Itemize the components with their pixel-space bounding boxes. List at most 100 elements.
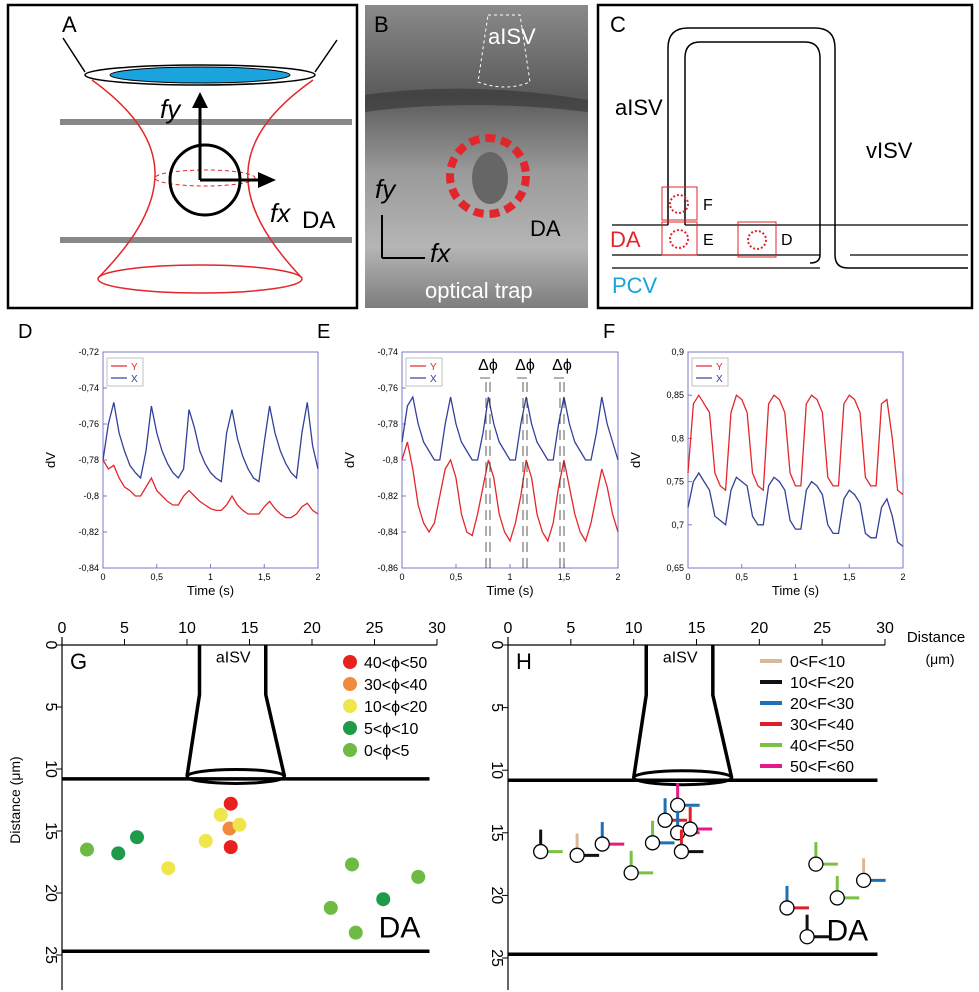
legend-swatch xyxy=(343,677,357,691)
legend-label: X xyxy=(716,374,723,385)
point xyxy=(808,856,824,872)
legend-label: 40<ϕ<50 xyxy=(364,655,427,672)
y-tick-label: 0 xyxy=(488,641,505,650)
annotation: Δϕ xyxy=(515,357,535,374)
panel-a: A fy fx DA xyxy=(6,3,359,310)
trap-marks xyxy=(669,194,767,250)
x-tick-label: 1,5 xyxy=(258,572,271,582)
y-tick-label: 15 xyxy=(488,824,505,842)
x-tick-label: 1 xyxy=(793,572,798,582)
legend-label: Y xyxy=(430,362,437,373)
y-tick-label: 5 xyxy=(42,703,59,712)
y-tick-label: 0,75 xyxy=(666,477,684,487)
series-line xyxy=(687,393,904,496)
y-axis-label: dV xyxy=(342,452,357,468)
x-tick-label: 2 xyxy=(315,572,320,582)
panel-label: C xyxy=(610,12,626,37)
y-tick-label: -0,86 xyxy=(377,563,398,573)
point xyxy=(799,929,815,945)
legend-label: 10<ϕ<20 xyxy=(364,699,427,716)
x-tick-label: 2 xyxy=(615,572,620,582)
legend-swatch xyxy=(343,699,357,713)
point xyxy=(223,840,238,855)
x-axis-label: Time (s) xyxy=(187,583,234,598)
y-tick-label: 25 xyxy=(488,949,505,967)
panel-frame xyxy=(596,3,974,310)
x-tick-label: 15 xyxy=(241,620,259,637)
y-tick-label: 10 xyxy=(488,761,505,779)
panel-frame xyxy=(6,3,359,310)
legend-label: 40<F<50 xyxy=(790,738,854,755)
legend-swatch xyxy=(343,743,357,757)
x-tick-label: 20 xyxy=(750,620,768,637)
legend-box xyxy=(691,357,729,387)
point xyxy=(323,900,338,915)
y-tick-label: 0,65 xyxy=(666,563,684,573)
y-tick-label: -0,74 xyxy=(377,347,398,357)
x-tick-label: 25 xyxy=(366,620,384,637)
legend-label: 10<F<20 xyxy=(790,675,854,692)
annotation: Δϕ xyxy=(552,357,572,374)
vessel-label: DA xyxy=(610,227,641,252)
vessel-label: aISV xyxy=(615,95,663,120)
x-tick-label: 0 xyxy=(100,572,105,582)
site-box xyxy=(661,186,698,221)
y-tick-label: -0,76 xyxy=(78,419,99,429)
site-box xyxy=(737,221,777,258)
point xyxy=(80,842,94,857)
site-label: E xyxy=(703,232,714,249)
y-tick-label: -0,76 xyxy=(377,383,398,393)
series-line xyxy=(401,441,619,543)
vessel-edge xyxy=(365,88,588,112)
panel-label: A xyxy=(62,12,77,37)
y-tick-label: -0,84 xyxy=(377,527,398,537)
series-line xyxy=(102,459,319,519)
point xyxy=(657,812,673,828)
y-tick-label: 0 xyxy=(42,641,59,650)
annotation: Δϕ xyxy=(478,357,498,374)
legend-label: 0<F<10 xyxy=(790,654,845,671)
vessel xyxy=(612,224,968,269)
y-tick-label: 5 xyxy=(488,703,505,712)
legend-swatch xyxy=(343,655,357,669)
point xyxy=(411,869,426,884)
panel-b: B aISV fy fx DA optical trap xyxy=(365,5,588,308)
y-tick-label: -0,84 xyxy=(78,563,99,573)
vessel-label: DA xyxy=(379,912,421,945)
y-tick-label: 20 xyxy=(488,887,505,905)
vessel-wall xyxy=(508,778,878,956)
site-label: D xyxy=(781,232,793,249)
point xyxy=(644,835,661,851)
site-label: F xyxy=(703,197,713,214)
point xyxy=(829,890,845,906)
beam xyxy=(91,79,314,279)
y-tick-label: -0,82 xyxy=(377,491,398,501)
legend-label: Y xyxy=(716,362,723,373)
force-label: fy xyxy=(375,174,397,204)
lens xyxy=(109,66,291,84)
panel-label: H xyxy=(516,649,532,674)
legend-swatch xyxy=(343,721,357,735)
x-axis-label: Distance xyxy=(907,629,965,646)
y-tick-label: -0,8 xyxy=(382,455,398,465)
x-tick-label: 0 xyxy=(58,620,67,637)
point xyxy=(594,836,610,852)
point xyxy=(670,797,686,813)
point xyxy=(232,817,247,832)
vessel-outline xyxy=(477,14,531,88)
panel-label: B xyxy=(374,12,389,37)
point xyxy=(682,821,698,837)
panel-c: C aISV vISV F E D DA PCV xyxy=(596,3,974,310)
vessel-label: PCV xyxy=(612,273,658,298)
x-axis-unit: (μm) xyxy=(925,651,954,667)
point xyxy=(533,843,549,860)
y-tick-label: -0,78 xyxy=(377,419,398,429)
x-tick-label: 0 xyxy=(399,572,404,582)
x-tick-label: 0 xyxy=(685,572,690,582)
y-tick-label: -0,8 xyxy=(83,491,99,501)
x-tick-label: 20 xyxy=(303,620,321,637)
point xyxy=(623,865,639,881)
legend-label: X xyxy=(430,374,437,385)
x-tick-label: 5 xyxy=(566,620,575,637)
